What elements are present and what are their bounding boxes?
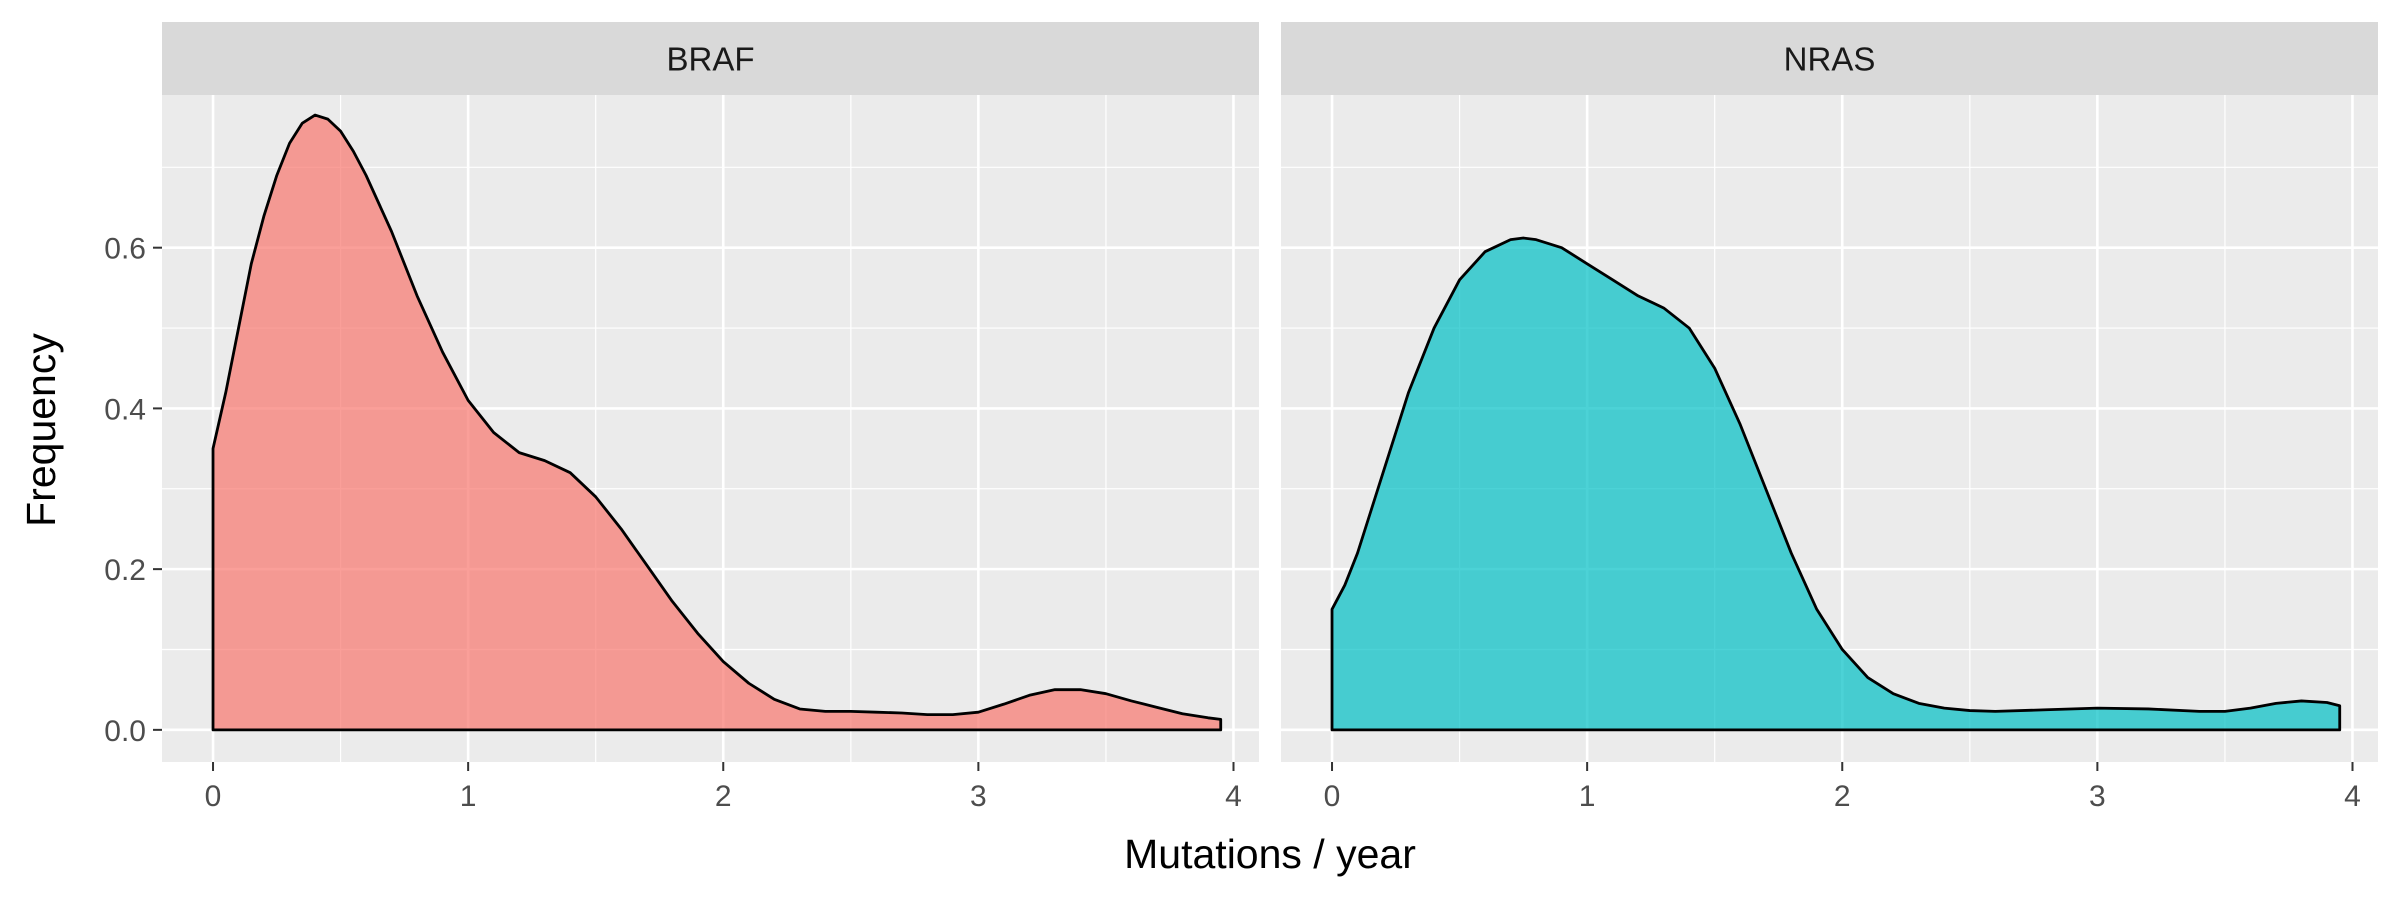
x-tick-label: 3 [970, 780, 987, 813]
panel-braf: BRAF 0 1 2 3 4 0.0 0.2 0.4 0.6 [104, 22, 1259, 813]
x-tick-label: 3 [2089, 780, 2106, 813]
y-tick-label: 0.4 [104, 393, 146, 426]
y-tick-label: 0.0 [104, 715, 146, 748]
x-tick-label: 2 [1834, 780, 1851, 813]
strip-label-nras: NRAS [1784, 41, 1876, 78]
strip-braf [162, 22, 1259, 95]
x-tick-label: 4 [1225, 780, 1242, 813]
y-tick-label: 0.6 [104, 233, 146, 266]
y-tick-label: 0.2 [104, 554, 146, 587]
panel-nras: NRAS 0 1 2 3 4 [1281, 22, 2378, 813]
strip-label-braf: BRAF [666, 41, 754, 78]
x-tick-label: 2 [715, 780, 732, 813]
x-axis-title: Mutations / year [1124, 831, 1416, 877]
x-tick-label: 1 [460, 780, 477, 813]
facet-panels: BRAF 0 1 2 3 4 0.0 0.2 0.4 0.6 NRAS 0 1 2 3 4 [104, 22, 2378, 813]
strip-nras [1281, 22, 2378, 95]
density-area-braf [211, 113, 1223, 732]
x-tick-label: 0 [205, 780, 222, 813]
y-axis-title: Frequency [18, 333, 64, 527]
x-tick-label: 4 [2344, 780, 2361, 813]
x-tick-label: 0 [1324, 780, 1341, 813]
density-area-nras [1330, 236, 2342, 732]
x-tick-label: 1 [1579, 780, 1596, 813]
